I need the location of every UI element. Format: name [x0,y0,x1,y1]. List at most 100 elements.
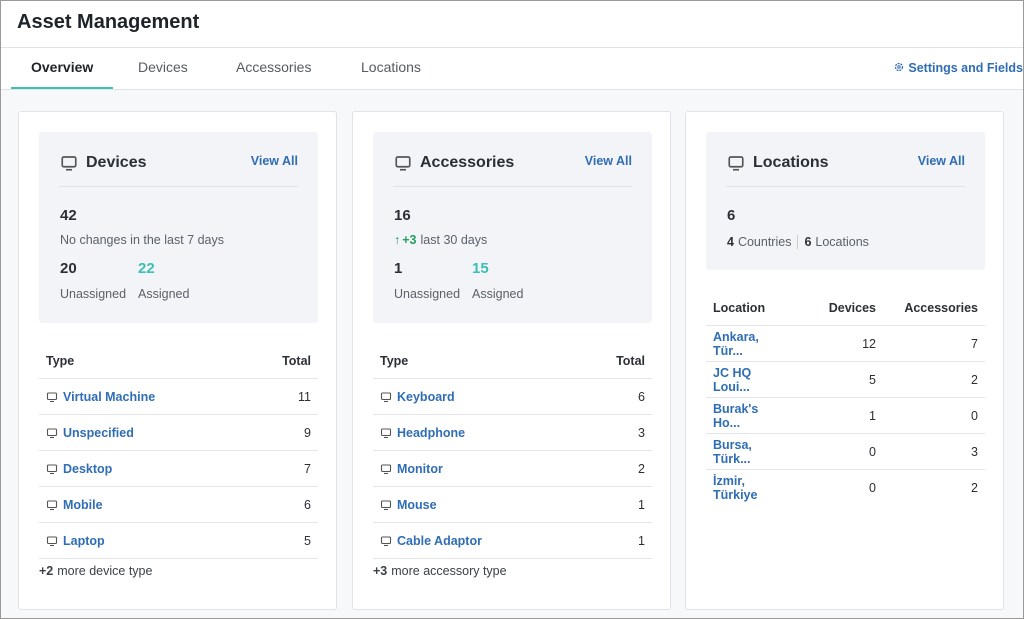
breakdown-item: 4 Countries [727,235,791,249]
summary-box: Locations View All 6 4 Countries 6 Locations [706,132,985,270]
stat-label: Unassigned [394,287,461,301]
type-icon [46,499,58,510]
summary-box: Accessories View All 16 ↑ +3 last 30 days 1 Una… [373,132,652,323]
tab[interactable]: Devices [138,59,188,75]
row-link[interactable]: Keyboard [397,389,455,404]
card: Accessories View All 16 ↑ +3 last 30 days 1 Una… [352,111,671,610]
table-row: Cable Adaptor 1 [373,523,652,559]
name-cell: Cable Adaptor [373,534,572,548]
table-row: Mouse 1 [373,487,652,523]
table-row: Mobile 6 [39,487,318,523]
total-count: 6 [727,207,736,224]
breakdown-value: 4 [727,235,734,249]
type-icon [380,463,392,474]
table-row: Monitor 2 [373,451,652,487]
tab[interactable]: Locations [361,59,421,75]
card: Devices View All 42 No changes in the last … [18,111,337,610]
row-link[interactable]: Burak's Ho... [713,401,759,430]
more-text: more accessory type [391,564,507,578]
count-cell: 0 [869,480,876,495]
count-cell: 3 [638,425,645,440]
total-count: 16 [394,207,411,224]
table-header: Type Total [373,343,652,379]
table-row: Bursa, Türk... 0 3 [706,434,985,470]
row-link[interactable]: JC HQ Loui... [713,365,752,394]
count-cell: 2 [638,461,645,476]
gear-icon [895,62,904,72]
more-text: more device type [57,564,153,578]
note-text: No changes in the last 7 days [60,233,224,247]
type-icon [380,427,392,438]
name-cell: Mobile [39,498,238,512]
table-row: Virtual Machine 11 [39,379,318,415]
row-link[interactable]: Ankara, Tür... [713,329,759,358]
row-link[interactable]: Mouse [397,497,437,512]
row-link[interactable]: Mobile [63,497,103,512]
column-header: Total [616,353,645,368]
stat-label: Assigned [138,287,190,301]
count-cell: 9 [304,425,311,440]
divider [393,186,632,187]
table-row: Unspecified 9 [39,415,318,451]
stat-value: 20 [60,260,77,277]
breakdown-item: 6 Locations [797,235,869,249]
tab[interactable]: Overview [11,48,114,89]
type-icon [46,427,58,438]
row-link[interactable]: Monitor [397,461,443,476]
count-cell: 1 [869,408,876,423]
row-link[interactable]: Headphone [397,425,466,440]
stat-value: 15 [472,260,489,277]
view-all-link[interactable]: View All [250,154,298,168]
stat-label: Unassigned [60,287,127,301]
count-cell: 7 [971,336,978,351]
row-link[interactable]: Unspecified [63,425,134,440]
count-cell: 0 [869,444,876,459]
row-link[interactable]: Laptop [63,533,105,548]
card-title: Devices [86,154,147,171]
row-link[interactable]: İzmir, Türkiye [713,473,758,502]
name-cell: Monitor [373,462,572,476]
table: Location Devices Accessories Ankara, Tür...… [706,290,985,505]
breakdown-label: Locations [815,235,869,249]
settings-link[interactable]: Settings and Fields [894,48,1023,89]
more-types: +2 more device type [39,564,152,578]
stat-value: 1 [394,260,403,277]
name-cell: JC HQ Loui... [706,366,788,394]
name-cell: Mouse [373,498,572,512]
summary-box: Devices View All 42 No changes in the last … [39,132,318,323]
row-link[interactable]: Bursa, Türk... [713,437,752,466]
change-note: ↑ +3 last 30 days [394,232,487,248]
count-cell: 1 [638,533,645,548]
breakdown-label: Countries [737,235,792,249]
view-all-link[interactable]: View All [917,154,965,168]
count-cell: 11 [298,389,311,404]
card: Locations View All 6 4 Countries 6 Locations Lo… [685,111,1004,610]
more-count: +3 [373,564,388,578]
type-icon [46,463,58,474]
type-icon [380,391,392,402]
count-cell: 12 [862,336,876,351]
settings-text[interactable]: Settings and Fields [908,61,1023,75]
card-icon [395,156,411,171]
name-cell: Unspecified [39,426,238,440]
row-link[interactable]: Virtual Machine [63,389,156,404]
name-cell: Keyboard [373,390,572,404]
up-arrow: ↑ [394,233,401,247]
row-link[interactable]: Desktop [63,461,113,476]
note-text: last 30 days [420,233,488,247]
type-icon [46,535,58,546]
card-icon [728,156,744,171]
tab[interactable]: Accessories [236,59,312,75]
row-link[interactable]: Cable Adaptor [397,533,482,548]
name-cell: Virtual Machine [39,390,238,404]
table-row: JC HQ Loui... 5 2 [706,362,985,398]
name-cell: İzmir, Türkiye [706,474,788,502]
name-cell: Desktop [39,462,238,476]
table: Type Total Virtual Machine 11 Unspecified 9 De… [39,343,318,559]
card-title: Locations [753,154,829,171]
view-all-link[interactable]: View All [584,154,632,168]
divider [726,186,965,187]
card-icon [61,156,77,171]
count-cell: 1 [638,497,645,512]
